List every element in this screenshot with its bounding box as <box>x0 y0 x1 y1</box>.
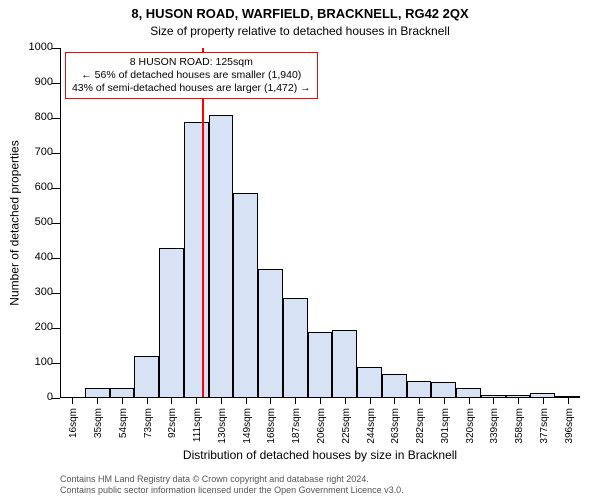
annotation-line: 43% of semi-detached houses are larger (… <box>72 82 311 95</box>
histogram-bar <box>233 193 258 398</box>
histogram-bar <box>407 381 432 399</box>
histogram-bar <box>431 382 456 398</box>
x-tick <box>147 398 148 404</box>
histogram-bar <box>134 356 159 398</box>
y-tick-label: 0 <box>5 391 53 403</box>
histogram-bar <box>357 367 382 399</box>
histogram-bar <box>209 115 234 399</box>
histogram-bar <box>184 122 209 399</box>
y-tick-label: 300 <box>5 286 53 298</box>
y-tick <box>52 153 60 154</box>
chart-title-sub: Size of property relative to detached ho… <box>0 24 600 38</box>
footer-attribution: Contains HM Land Registry data © Crown c… <box>60 474 580 496</box>
histogram-bar <box>382 374 407 399</box>
chart-container: 8, HUSON ROAD, WARFIELD, BRACKNELL, RG42… <box>0 0 600 500</box>
y-tick <box>52 363 60 364</box>
footer-line-2: Contains public sector information licen… <box>60 485 580 496</box>
reference-line <box>202 48 204 398</box>
y-tick-label: 200 <box>5 321 53 333</box>
x-tick <box>419 398 420 404</box>
y-tick <box>52 188 60 189</box>
histogram-bar <box>258 269 283 399</box>
x-tick <box>246 398 247 404</box>
y-tick-label: 800 <box>5 111 53 123</box>
chart-title-main: 8, HUSON ROAD, WARFIELD, BRACKNELL, RG42… <box>0 6 600 21</box>
histogram-bar <box>283 298 308 398</box>
y-tick-label: 900 <box>5 76 53 88</box>
x-tick <box>518 398 519 404</box>
y-tick <box>52 83 60 84</box>
annotation-line: ← 56% of detached houses are smaller (1,… <box>72 69 311 82</box>
histogram-bar <box>308 332 333 399</box>
y-tick <box>52 223 60 224</box>
x-axis-label: Distribution of detached houses by size … <box>60 448 580 462</box>
x-tick <box>543 398 544 404</box>
y-tick <box>52 398 60 399</box>
y-tick-label: 400 <box>5 251 53 263</box>
x-tick <box>221 398 222 404</box>
x-tick <box>568 398 569 404</box>
y-tick <box>52 328 60 329</box>
annotation-line: 8 HUSON ROAD: 125sqm <box>72 56 311 69</box>
footer-line-1: Contains HM Land Registry data © Crown c… <box>60 474 580 485</box>
y-tick-label: 100 <box>5 356 53 368</box>
x-tick <box>370 398 371 404</box>
x-tick <box>469 398 470 404</box>
plot-inner: 8 HUSON ROAD: 125sqm← 56% of detached ho… <box>60 48 580 398</box>
y-tick <box>52 293 60 294</box>
x-tick <box>171 398 172 404</box>
x-tick <box>444 398 445 404</box>
y-tick-label: 600 <box>5 181 53 193</box>
x-tick <box>196 398 197 404</box>
x-tick <box>493 398 494 404</box>
x-tick <box>295 398 296 404</box>
y-tick <box>52 118 60 119</box>
x-tick <box>72 398 73 404</box>
y-tick-label: 500 <box>5 216 53 228</box>
plot-area: 8 HUSON ROAD: 125sqm← 56% of detached ho… <box>60 48 580 398</box>
x-tick <box>320 398 321 404</box>
histogram-bar <box>159 248 184 399</box>
x-tick <box>122 398 123 404</box>
x-tick <box>394 398 395 404</box>
x-tick <box>97 398 98 404</box>
y-axis-line <box>60 48 61 398</box>
annotation-box: 8 HUSON ROAD: 125sqm← 56% of detached ho… <box>65 52 318 99</box>
x-tick <box>270 398 271 404</box>
y-tick-label: 700 <box>5 146 53 158</box>
y-tick <box>52 48 60 49</box>
y-tick-label: 1000 <box>5 41 53 53</box>
x-tick <box>345 398 346 404</box>
histogram-bar <box>332 330 357 398</box>
y-tick <box>52 258 60 259</box>
